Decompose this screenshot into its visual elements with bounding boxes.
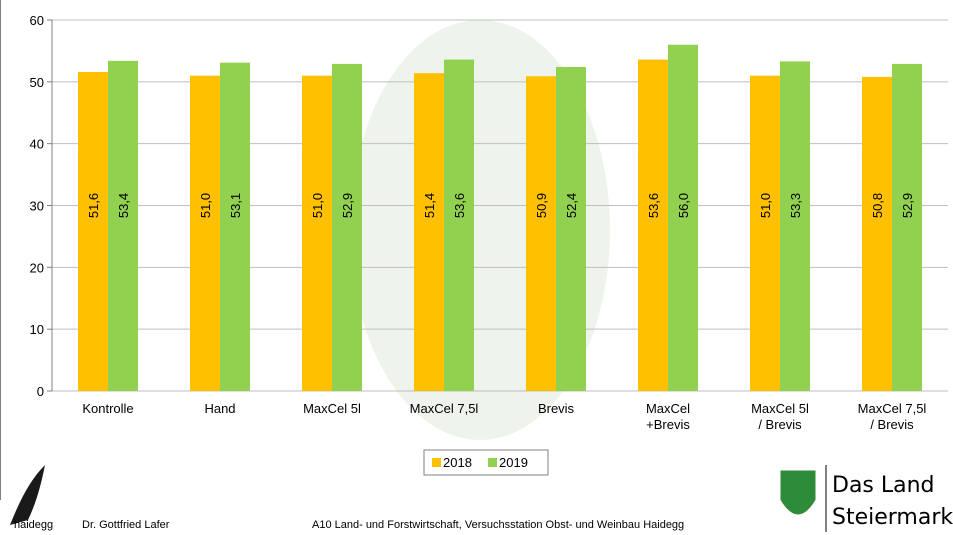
value-label: 52,4 [564,193,579,218]
value-label: 52,9 [900,193,915,218]
x-tick-label: Kontrolle [82,401,133,416]
value-label: 51,4 [422,193,437,218]
bar [556,66,586,391]
bar [444,59,474,391]
x-tick-label: MaxCel 7,5l [410,401,479,416]
author: Dr. Gottfried Lafer [82,519,170,531]
logo-text: haidegg [14,519,53,531]
x-tick-label: MaxCel 7,5l / Brevis [858,401,927,432]
bar [302,75,332,392]
x-tick-label: Hand [204,401,235,416]
bar [892,63,922,391]
value-label: 53,6 [452,193,467,218]
bar [220,62,250,391]
legend-swatch [432,458,441,467]
value-label: 51,6 [86,193,101,218]
x-tick-label: MaxCel 5l / Brevis [751,401,809,432]
brand-line: Steiermark [832,505,953,530]
value-label: 56,0 [676,193,691,218]
legend: 2018 2019 [423,449,549,476]
value-label: 50,8 [870,193,885,218]
y-tick-label: 0 [37,384,44,399]
bar [780,61,810,391]
x-tick-label: MaxCel +Brevis [646,401,690,432]
value-label: 52,9 [340,193,355,218]
value-label: 53,3 [788,193,803,218]
value-label: 53,1 [228,193,243,218]
legend-swatch [488,458,497,467]
logo-mark [10,465,45,525]
y-tick-label: 60 [30,13,44,28]
legend-label: 2018 [443,455,472,470]
coat-of-arms [779,469,817,516]
y-tick-label: 40 [30,137,44,152]
value-label: 51,0 [198,193,213,218]
bar [750,75,780,392]
brand-line: Das Land [832,473,935,498]
value-label: 51,0 [758,193,773,218]
bar [638,59,668,391]
x-tick-label: MaxCel 5l [303,401,361,416]
y-tick-label: 30 [30,199,44,214]
y-tick-label: 20 [30,260,44,275]
bar [78,71,108,391]
bar [108,60,138,392]
bar [862,76,892,392]
value-label: 53,6 [646,193,661,218]
bar [190,75,220,392]
value-label: 50,9 [534,193,549,218]
value-label: 53,4 [116,193,131,218]
bar [668,44,698,391]
y-tick-label: 50 [30,75,44,90]
legend-label: 2019 [499,455,528,470]
bar [414,73,444,391]
bar [332,63,362,391]
institution: A10 Land- und Forstwirtschaft, Versuchss… [312,519,684,531]
y-tick-label: 10 [30,322,44,337]
legend-box [423,449,549,476]
x-tick-label: Brevis [538,401,575,416]
value-label: 51,0 [310,193,325,218]
bar [526,76,556,391]
